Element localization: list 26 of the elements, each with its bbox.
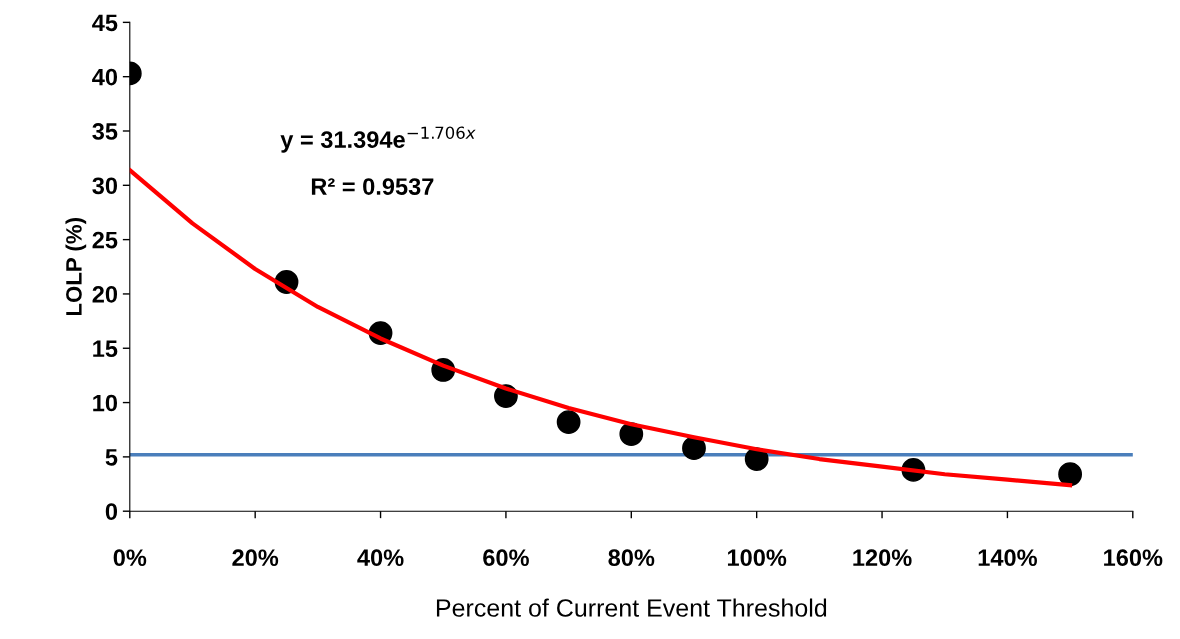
y-tick-label: 20 <box>92 286 118 303</box>
x-tick-label: 100% <box>727 549 787 567</box>
x-tick-label: 80% <box>608 549 655 567</box>
y-tick-label: 10 <box>93 394 118 412</box>
y-tick-label: 35 <box>92 123 118 140</box>
y-tick-label: 40 <box>92 68 118 86</box>
x-tick-label: 60% <box>483 549 529 567</box>
x-axis-title: Percent of Current Event Threshold <box>436 598 827 617</box>
x-tick-label: 0% <box>113 549 147 567</box>
point <box>556 410 581 435</box>
x-tick-label: 160% <box>1104 549 1163 567</box>
annotation: R² = 0.9537 <box>311 178 434 195</box>
y-tick-label: 15 <box>93 340 118 358</box>
y-tick-label: 5 <box>105 449 118 466</box>
y-axis-title: LOLP (%) <box>65 218 87 316</box>
x-tick-label: 120% <box>853 549 912 567</box>
x-tick-label: 140% <box>978 549 1037 567</box>
y-tick-label: 30 <box>92 177 118 195</box>
annotation: y = 31.394e$^{−1.706x}$ <box>280 126 476 153</box>
point <box>682 436 706 461</box>
x-tick-label: 40% <box>357 549 404 567</box>
point <box>1058 462 1083 487</box>
y-tick-label: 25 <box>92 231 118 249</box>
y-tick-label: 0 <box>105 503 118 520</box>
y-tick-label: 45 <box>92 14 118 32</box>
x-tick-label: 20% <box>232 549 279 567</box>
